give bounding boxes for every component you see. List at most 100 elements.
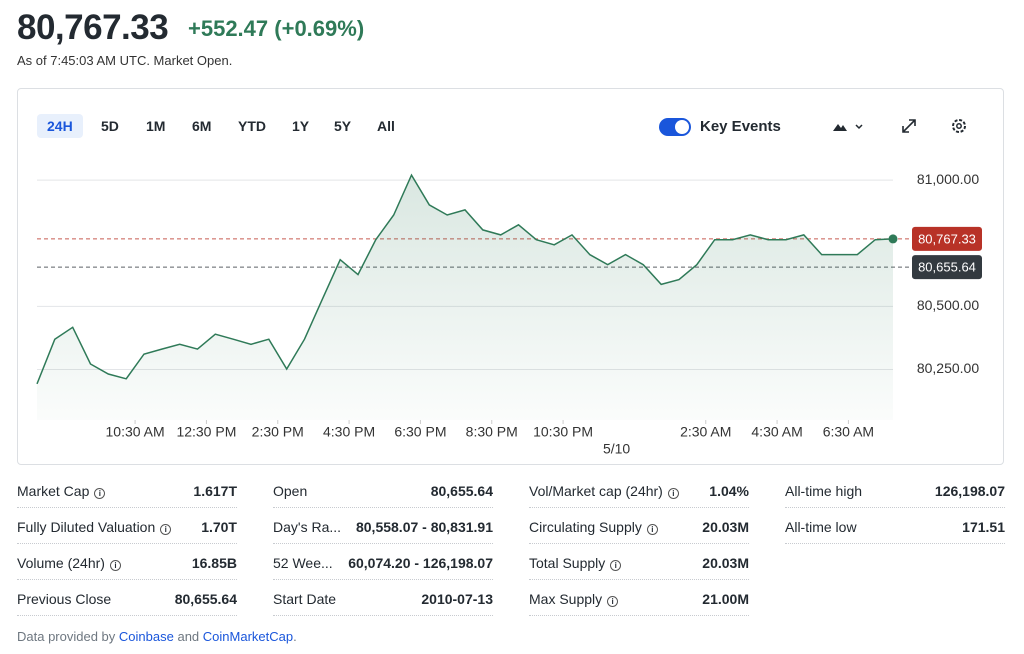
- stat-value: 20.03M: [702, 519, 749, 535]
- stat-value: 20.03M: [702, 555, 749, 571]
- stat-label: All-time low: [785, 519, 857, 535]
- coinbase-link[interactable]: Coinbase: [118, 629, 174, 644]
- subtitle: As of 7:45:03 AM UTC. Market Open.: [17, 53, 233, 68]
- chart-card: [17, 88, 1004, 465]
- stat-label-text: Previous Close: [17, 591, 112, 607]
- info-icon[interactable]: i: [94, 488, 106, 499]
- stat-value: 21.00M: [702, 591, 749, 607]
- stat-value: 126,198.07: [934, 483, 1005, 499]
- reference-label: 80,767.33: [918, 231, 976, 246]
- x-tick-label: 10:30 PM: [533, 424, 593, 440]
- settings-button[interactable]: [952, 119, 966, 133]
- stat-value: 171.51: [962, 519, 1005, 535]
- date-marker: 5/10: [603, 441, 630, 457]
- stat-row: Volume (24hr) i 16.85B: [17, 551, 237, 580]
- area: [37, 175, 893, 420]
- price-change: +552.47 (+0.69%): [188, 16, 364, 42]
- stat-label-text: All-time low: [785, 519, 857, 535]
- footer: Data provided by Coinbase and CoinMarket…: [17, 629, 297, 644]
- info-icon[interactable]: i: [667, 488, 679, 499]
- stat-row: Previous Close 80,655.64: [17, 587, 237, 616]
- stat-label-text: 52 Wee...: [273, 555, 333, 571]
- footer-text: .: [293, 629, 297, 644]
- change: +552.47: [188, 16, 269, 41]
- stat-row: All-time high 126,198.07: [785, 479, 1005, 508]
- stat-row: Market Cap i 1.617T: [17, 479, 237, 508]
- stat-label: Day's Ra...: [273, 519, 341, 535]
- stat-label-text: Max Supply: [529, 591, 603, 607]
- x-tick-label: 10:30 AM: [106, 424, 165, 440]
- stat-label-text: Day's Ra...: [273, 519, 342, 535]
- reference-label: 80,655.64: [918, 260, 976, 275]
- range-tab[interactable]: YTD: [238, 118, 266, 134]
- x-tick-label: 6:30 AM: [823, 424, 874, 440]
- y-tick-label: 80,250.00: [917, 360, 979, 376]
- stat-label-text: All-time high: [785, 483, 863, 499]
- range-tab[interactable]: 5D: [101, 118, 119, 134]
- cmc-link[interactable]: CoinMarketCap: [202, 629, 294, 644]
- stat-row: Open 80,655.64: [273, 479, 493, 508]
- stat-label: Total Supply i: [529, 555, 622, 571]
- price: 80,767.33: [17, 8, 169, 47]
- range-tab[interactable]: 1M: [146, 118, 166, 134]
- stat-value: 1.70T: [201, 519, 237, 535]
- info-icon[interactable]: i: [610, 560, 622, 571]
- stat-label-text: Vol/Market cap (24hr): [529, 483, 663, 499]
- stat-label: Market Cap i: [17, 483, 106, 499]
- stat-row: Total Supply i 20.03M: [529, 551, 749, 580]
- stat-value: 1.04%: [709, 483, 749, 499]
- stat-row: Circulating Supply i 20.03M: [529, 515, 749, 544]
- stat-value: 16.85B: [191, 555, 237, 571]
- expand-button[interactable]: [902, 119, 916, 133]
- stat-row: Vol/Market cap (24hr) i 1.04%: [529, 479, 749, 508]
- change-percent: (+0.69%): [274, 16, 365, 41]
- stat-value: 2010-07-13: [421, 591, 493, 607]
- stat-label-text: Fully Diluted Valuation: [17, 519, 156, 535]
- info-icon[interactable]: i: [160, 524, 172, 535]
- stat-label: Previous Close: [17, 591, 111, 607]
- y-tick-label: 80,500.00: [917, 297, 979, 313]
- last-point: [888, 234, 898, 244]
- stat-label: Max Supply i: [529, 591, 619, 607]
- stat-label-text: Total Supply: [529, 555, 606, 571]
- info-icon[interactable]: i: [646, 524, 658, 535]
- key-events-toggle[interactable]: [659, 118, 691, 136]
- stat-value: 60,074.20 - 126,198.07: [348, 555, 493, 571]
- info-icon[interactable]: i: [607, 596, 619, 607]
- key-events-label[interactable]: Key Events: [700, 118, 781, 135]
- x-tick-label: 4:30 AM: [751, 424, 802, 440]
- range-tab[interactable]: 6M: [192, 118, 212, 134]
- stat-label-text: Circulating Supply: [529, 519, 642, 535]
- stat-row: Day's Ra... 80,558.07 - 80,831.91: [273, 515, 493, 544]
- stat-row: 52 Wee... 60,074.20 - 126,198.07: [273, 551, 493, 580]
- stat-value: 80,655.64: [430, 483, 493, 499]
- stat-value: 1.617T: [193, 483, 237, 499]
- stat-label: Open: [273, 483, 307, 499]
- info-icon[interactable]: i: [109, 560, 121, 571]
- x-tick-label: 2:30 PM: [252, 424, 304, 440]
- range-tab[interactable]: All: [377, 118, 395, 134]
- stat-label: Start Date: [273, 591, 336, 607]
- range-tab[interactable]: 1Y: [292, 118, 310, 134]
- stat-label: Circulating Supply i: [529, 519, 658, 535]
- x-tick-label: 8:30 PM: [466, 424, 518, 440]
- chart-type-button[interactable]: [833, 124, 863, 131]
- y-tick-label: 81,000.00: [917, 171, 979, 187]
- reference-label-bg: [912, 255, 982, 280]
- stat-label-text: Volume (24hr): [17, 555, 105, 571]
- x-tick-label: 2:30 AM: [680, 424, 731, 440]
- stat-label-text: Open: [273, 483, 308, 499]
- range-tab[interactable]: 24H: [37, 114, 83, 138]
- stat-value: 80,655.64: [174, 591, 237, 607]
- reference-label-bg: [912, 226, 982, 251]
- stat-label: Fully Diluted Valuation i: [17, 519, 172, 535]
- x-tick-label: 12:30 PM: [176, 424, 236, 440]
- stat-row: Max Supply i 21.00M: [529, 587, 749, 616]
- stat-value: 80,558.07 - 80,831.91: [355, 519, 493, 535]
- stat-label: All-time high: [785, 483, 862, 499]
- range-tab[interactable]: 5Y: [334, 118, 352, 134]
- stat-label-text: Start Date: [273, 591, 337, 607]
- stat-label: 52 Wee...: [273, 555, 333, 571]
